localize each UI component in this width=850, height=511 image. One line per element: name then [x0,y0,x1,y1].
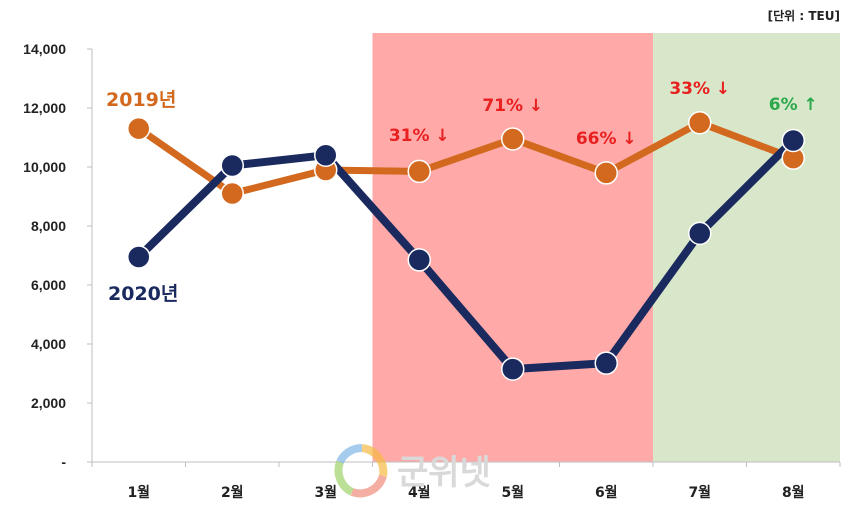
data-point [501,357,525,381]
y-tick-label: 6,000 [31,277,66,293]
x-tick-label: 4월 [408,484,431,501]
labels: [단위 : TEU] 2019년 2020년 31% ↓ 71% ↓ 66% ↓ 33% ↓… [106,8,840,305]
change-annotation: 66% ↓ [576,129,637,149]
change-annotation: 6% ↑ [769,95,818,115]
data-point [594,351,618,375]
data-point [407,159,431,184]
series-label-1: 2019년 [106,89,176,111]
watermark: 군위넷 [334,443,491,498]
watermark-text: 군위넷 [397,453,491,493]
change-annotation: 31% ↓ [389,126,450,146]
unit-label: [단위 : TEU] [768,8,840,23]
watermark-logo-icon [334,443,388,498]
shaded-region-2 [653,33,840,462]
series-points [127,111,805,381]
x-tick-label: 5월 [501,484,524,501]
series-label-2: 2020년 [108,283,178,305]
data-point [127,245,151,269]
y-tick-label: 4,000 [31,336,66,352]
y-tick-label: 10,000 [23,159,66,175]
data-point [688,111,712,135]
series-line-2 [134,136,798,374]
y-tick-label: 2,000 [31,395,66,411]
x-tick-label: 3월 [314,484,337,501]
y-tick-label: 14,000 [23,41,66,57]
series-line-1 [135,119,797,198]
y-tick-label: - [61,454,66,470]
data-point [688,221,712,246]
shaded-regions [372,33,840,462]
y-tick-label: 8,000 [31,218,66,234]
x-tick-label: 6월 [595,484,618,501]
x-tick-label: 8월 [782,484,805,501]
series-lines [134,119,798,374]
x-tick-label: 2월 [221,484,244,501]
data-point [220,153,244,178]
data-point [594,161,618,185]
x-tick-label: 1월 [127,484,150,501]
data-point [127,116,151,141]
data-point [781,128,805,153]
y-tick-label: 12,000 [23,100,66,116]
data-point [407,248,431,272]
data-point [314,143,338,167]
shaded-region-1 [372,33,653,462]
change-annotation: 71% ↓ [482,96,543,116]
axes: - 2,000 4,000 6,000 8,000 10,000 12,000 14,000 1… [23,41,841,501]
data-point [220,181,244,206]
change-annotation: 33% ↓ [669,79,730,99]
data-point [501,127,525,151]
x-tick-label: 7월 [688,484,711,501]
